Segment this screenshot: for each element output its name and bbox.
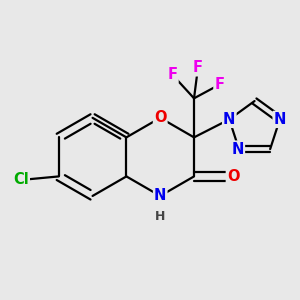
Text: N: N [154, 188, 167, 203]
Text: O: O [154, 110, 167, 125]
Text: F: F [193, 60, 203, 75]
Text: F: F [214, 77, 224, 92]
Text: N: N [274, 112, 286, 127]
Text: O: O [227, 169, 239, 184]
Text: N: N [232, 142, 244, 157]
Text: N: N [223, 112, 236, 127]
Text: F: F [168, 68, 178, 82]
Text: H: H [155, 210, 165, 223]
Text: Cl: Cl [13, 172, 29, 187]
